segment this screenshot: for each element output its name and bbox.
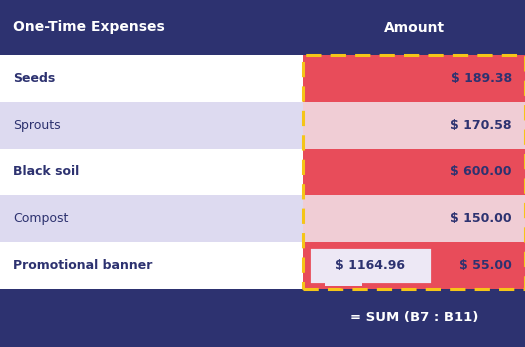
Bar <box>303 195 525 242</box>
Bar <box>0 195 303 242</box>
Polygon shape <box>324 282 362 286</box>
Text: Amount: Amount <box>384 20 445 34</box>
Text: $ 600.00: $ 600.00 <box>450 166 512 178</box>
Text: Seeds: Seeds <box>13 72 55 85</box>
Text: $ 55.00: $ 55.00 <box>459 259 512 272</box>
Bar <box>0 242 303 289</box>
Text: Sprouts: Sprouts <box>13 119 61 132</box>
Text: $ 170.58: $ 170.58 <box>450 119 512 132</box>
FancyBboxPatch shape <box>309 247 432 284</box>
Text: $ 189.38: $ 189.38 <box>451 72 512 85</box>
Text: = SUM (B7 : B11): = SUM (B7 : B11) <box>350 312 478 324</box>
Bar <box>0 0 525 55</box>
Bar <box>303 55 525 289</box>
Bar <box>0 289 525 347</box>
Text: Compost: Compost <box>13 212 68 225</box>
Bar <box>0 149 303 195</box>
Bar <box>303 242 525 289</box>
Text: Promotional banner: Promotional banner <box>13 259 152 272</box>
Polygon shape <box>327 284 359 287</box>
Text: One-Time Expenses: One-Time Expenses <box>13 20 165 34</box>
Text: $ 1164.96: $ 1164.96 <box>335 259 405 272</box>
Bar <box>303 55 525 102</box>
Text: $ 150.00: $ 150.00 <box>450 212 512 225</box>
Text: Black soil: Black soil <box>13 166 79 178</box>
Bar <box>0 55 303 102</box>
Bar <box>303 149 525 195</box>
Bar <box>0 102 303 149</box>
Bar <box>303 102 525 149</box>
